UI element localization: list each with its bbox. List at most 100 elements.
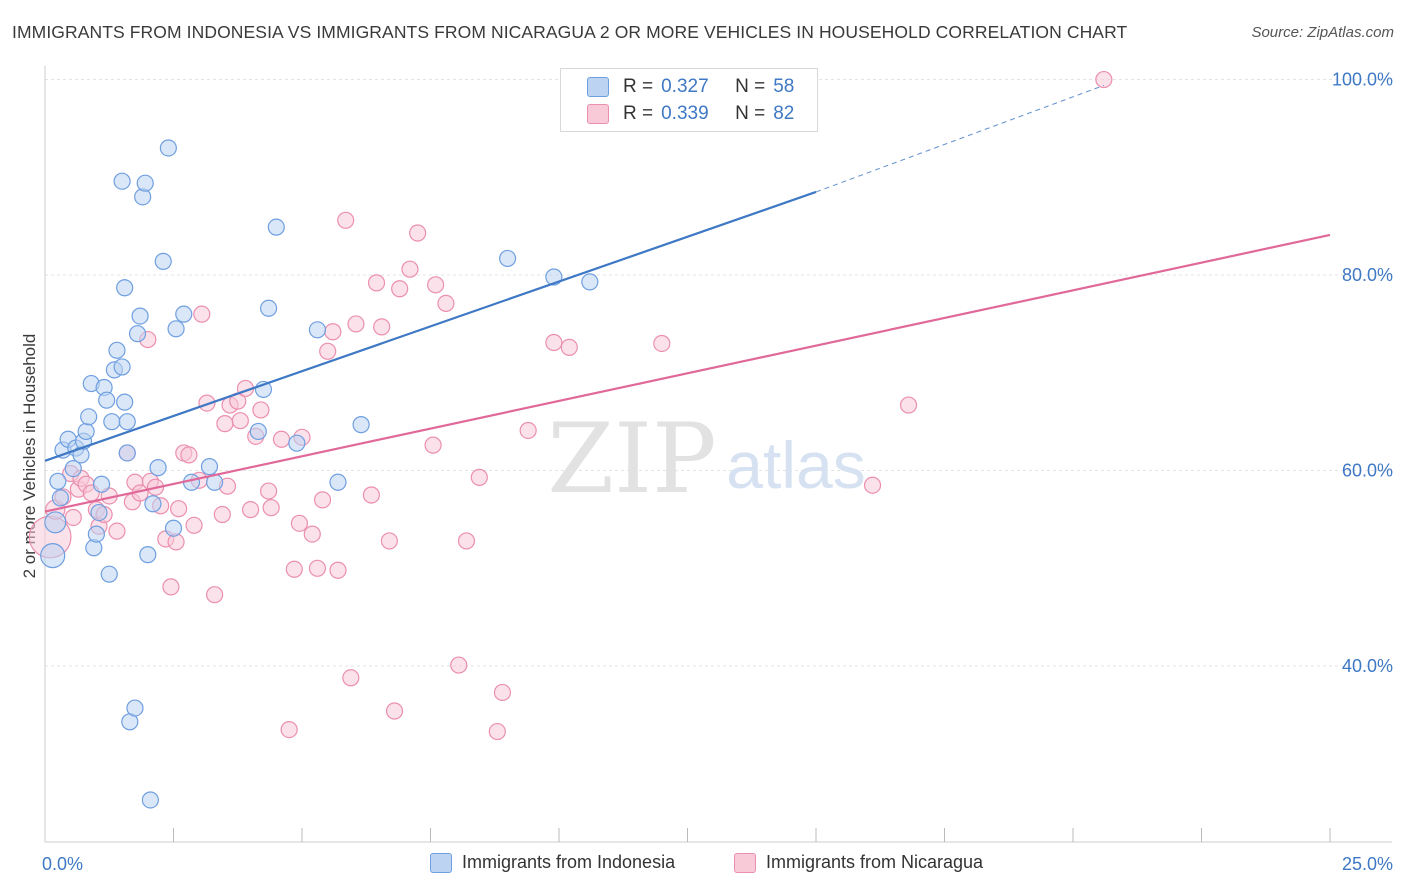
- nicaragua-point: [899, 396, 918, 414]
- trend-line-indonesia-extension: [815, 84, 1105, 193]
- trend-lines: [44, 84, 1331, 513]
- nicaragua-point: [362, 486, 380, 504]
- nicaragua-point: [285, 560, 303, 578]
- y-tick-label: 80.0%: [1342, 265, 1393, 285]
- legend-swatch-indonesia: [587, 77, 609, 97]
- indonesia-point: [352, 416, 370, 434]
- nicaragua-point: [180, 446, 198, 464]
- indonesia-point: [49, 472, 67, 490]
- indonesia-point: [108, 341, 126, 359]
- nicaragua-point: [653, 334, 671, 353]
- indonesia-point: [175, 305, 193, 323]
- legend-n-value-nicaragua: 82: [773, 103, 795, 124]
- legend-item-indonesia[interactable]: Immigrants from Indonesia: [430, 852, 675, 873]
- nicaragua-point: [337, 211, 355, 229]
- nicaragua-point: [193, 305, 211, 323]
- nicaragua-point: [162, 578, 180, 596]
- legend-item-nicaragua[interactable]: Immigrants from Nicaragua: [734, 852, 983, 873]
- chart-source[interactable]: Source: ZipAtlas.com: [1251, 24, 1394, 41]
- nicaragua-point: [272, 430, 291, 448]
- indonesia-point: [144, 495, 162, 513]
- indonesia-point: [64, 459, 82, 478]
- nicaragua-point: [342, 669, 360, 687]
- indonesia-point: [267, 218, 285, 236]
- indonesia-point: [581, 273, 599, 291]
- indonesia-point: [154, 252, 172, 270]
- nicaragua-point: [252, 401, 270, 419]
- nicaragua-point: [488, 722, 506, 741]
- indonesia-point: [113, 358, 131, 376]
- nicaragua-point: [198, 394, 216, 412]
- legend-r-value-nicaragua: 0.339: [661, 103, 709, 124]
- indonesia-point: [164, 519, 183, 537]
- nicaragua-point: [385, 702, 404, 720]
- indonesia-point: [118, 444, 136, 462]
- nicaragua-point: [329, 561, 347, 579]
- nicaragua-point: [242, 501, 260, 519]
- nicaragua-point: [308, 559, 327, 577]
- indonesia-point: [118, 413, 136, 431]
- nicaragua-point: [216, 415, 234, 433]
- indonesia-point: [116, 393, 134, 411]
- series-indonesia-points: [40, 139, 599, 809]
- y-tick-label: 100.0%: [1332, 70, 1393, 90]
- nicaragua-point: [313, 491, 332, 509]
- legend-row-nicaragua: R = 0.339 N = 82: [587, 102, 794, 126]
- nicaragua-point: [206, 586, 224, 604]
- indonesia-point: [329, 473, 347, 491]
- watermark: ZIP atlas: [547, 403, 865, 515]
- indonesia-point: [77, 422, 95, 441]
- indonesia-point: [249, 422, 267, 441]
- indonesia-point: [116, 279, 134, 297]
- nicaragua-point: [185, 516, 203, 534]
- tick-labels: 40.0% 60.0% 80.0% 100.0% 0.0% 25.0%: [42, 70, 1393, 874]
- nicaragua-point: [170, 500, 188, 518]
- y-tick-label: 40.0%: [1342, 656, 1393, 676]
- legend-r-value-indonesia: 0.327: [661, 76, 709, 97]
- nicaragua-point: [545, 333, 563, 352]
- nicaragua-point: [347, 315, 365, 333]
- nicaragua-point: [213, 505, 231, 524]
- indonesia-point: [159, 139, 177, 157]
- nicaragua-point: [427, 276, 445, 294]
- indonesia-point: [288, 434, 306, 452]
- indonesia-point: [44, 511, 67, 534]
- indonesia-point: [113, 172, 131, 190]
- correlation-legend: R = 0.327 N = 58 R = 0.339 N = 82: [560, 68, 818, 132]
- indonesia-point: [98, 391, 116, 409]
- x-tick-label: 0.0%: [42, 854, 83, 874]
- indonesia-point: [136, 174, 154, 192]
- legend-swatch-nicaragua: [587, 104, 609, 124]
- indonesia-point: [141, 791, 159, 809]
- indonesia-point: [499, 249, 517, 268]
- trend-line-indonesia: [44, 190, 817, 462]
- indonesia-point: [90, 503, 108, 522]
- legend-swatch-nicaragua: [734, 852, 756, 873]
- indonesia-point: [40, 542, 66, 569]
- x-tick-label: 25.0%: [1342, 854, 1393, 874]
- watermark-zip: ZIP: [547, 403, 716, 515]
- nicaragua-point: [319, 342, 337, 360]
- nicaragua-point: [401, 260, 419, 278]
- nicaragua-point: [437, 294, 455, 312]
- nicaragua-point: [367, 274, 386, 292]
- indonesia-point: [139, 546, 157, 564]
- nicaragua-point: [262, 499, 280, 517]
- nicaragua-point: [64, 508, 82, 527]
- indonesia-point: [259, 299, 278, 317]
- nicaragua-point: [450, 656, 468, 674]
- grid-lines: [45, 79, 1392, 667]
- nicaragua-point: [424, 436, 442, 454]
- nicaragua-point: [108, 522, 126, 540]
- nicaragua-point: [863, 476, 882, 494]
- indonesia-point: [100, 565, 118, 583]
- series-nicaragua-points: [28, 70, 1113, 741]
- nicaragua-point: [231, 412, 249, 430]
- indonesia-point: [128, 325, 147, 343]
- nicaragua-point: [391, 280, 409, 298]
- nicaragua-point: [470, 468, 488, 486]
- indonesia-point: [87, 525, 106, 543]
- legend-label-nicaragua: Immigrants from Nicaragua: [766, 852, 984, 872]
- nicaragua-point: [280, 720, 298, 739]
